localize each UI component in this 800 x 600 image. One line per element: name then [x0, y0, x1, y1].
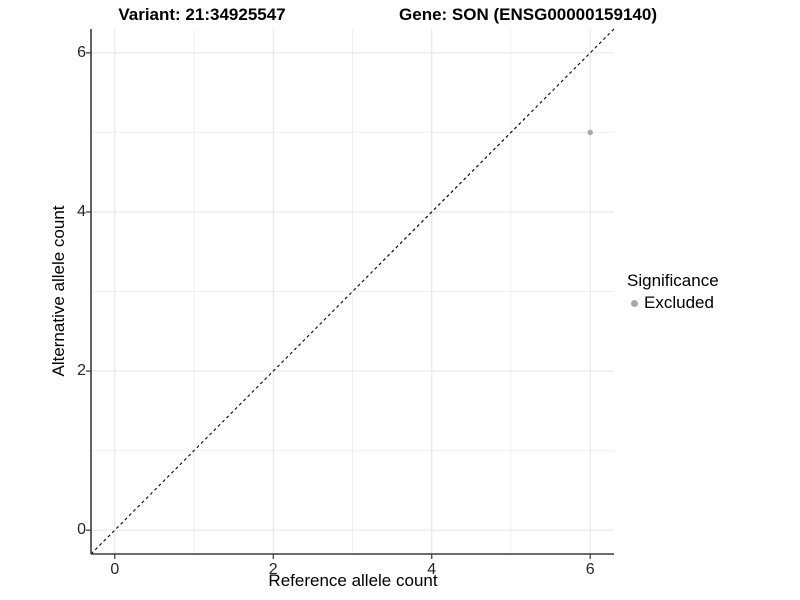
gene-title: Gene: SON (ENSG00000159140)	[399, 5, 657, 24]
legend-title: Significance	[627, 271, 719, 290]
data-point	[587, 129, 593, 136]
legend: Significance Excluded	[627, 271, 719, 313]
x-tick-label: 6	[585, 561, 595, 578]
excluded-point-icon	[631, 299, 638, 307]
y-axis-title: Alternative allele count	[49, 205, 68, 377]
y-tick-label: 6	[77, 43, 86, 61]
y-tick-label: 4	[77, 202, 86, 220]
y-tick-label: 2	[77, 362, 86, 380]
x-tick-label: 0	[110, 561, 120, 578]
legend-item-excluded: Excluded	[627, 293, 719, 313]
x-axis-title: Reference allele count	[268, 571, 438, 590]
x-tick-label: 4	[427, 561, 437, 578]
x-tick-label: 2	[268, 561, 278, 578]
variant-title: Variant: 21:34925547	[118, 5, 286, 24]
legend-item-label: Excluded	[644, 293, 714, 312]
y-tick-label: 0	[77, 521, 86, 539]
